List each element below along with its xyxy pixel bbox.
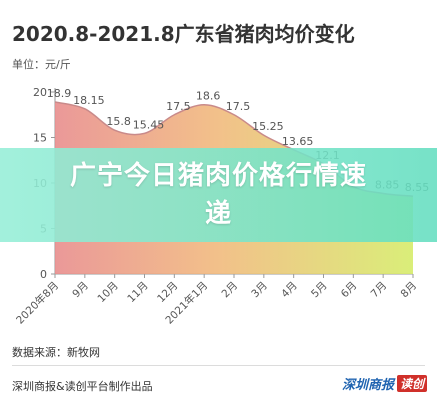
banner-text: 广宁今日猪肉价格行情速递 xyxy=(69,161,367,229)
chart-title: 2020.8-2021.8广东省猪肉均价变化 xyxy=(12,22,355,46)
headline-banner: 广宁今日猪肉价格行情速递 xyxy=(0,148,437,242)
credit-line: 深圳商报&读创平台制作出品 xyxy=(12,380,153,393)
y-tick-label: 15 xyxy=(33,132,47,145)
x-tick-label: 4月 xyxy=(279,280,300,301)
x-tick-label: 11月 xyxy=(125,280,150,305)
divider xyxy=(12,365,425,366)
unit-label: 单位：元/斤 xyxy=(12,58,71,71)
logo-text: 深圳商报 xyxy=(341,377,394,393)
x-tick-label: 7月 xyxy=(369,280,390,301)
data-label: 17.5 xyxy=(166,100,191,113)
x-tick-label: 2月 xyxy=(219,280,240,301)
y-tick-label: 0 xyxy=(40,268,47,281)
x-tick-label: 3月 xyxy=(249,280,270,301)
x-tick-label: 10月 xyxy=(95,280,120,305)
data-label: 17.5 xyxy=(226,100,251,113)
data-label: 18.15 xyxy=(73,94,105,107)
data-label: 18.9 xyxy=(47,87,72,100)
x-tick-label: 12月 xyxy=(155,280,180,305)
data-source: 数据来源：新牧网 xyxy=(12,346,100,359)
x-tick-label: 9月 xyxy=(70,280,91,301)
data-label: 15.45 xyxy=(133,118,165,131)
x-tick-label: 5月 xyxy=(309,280,330,301)
x-tick-label: 8月 xyxy=(398,280,419,301)
publisher-logo: 深圳商报 读创 xyxy=(327,372,427,394)
x-tick-label: 6月 xyxy=(339,280,360,301)
data-label: 15.8 xyxy=(106,115,131,128)
data-label: 13.65 xyxy=(282,135,314,148)
data-label: 15.25 xyxy=(252,120,284,133)
data-label: 18.6 xyxy=(196,90,221,103)
logo-badge: 读创 xyxy=(396,374,427,392)
x-tick-label: 2020年8月 xyxy=(13,279,61,327)
y-tick-label: 20 xyxy=(33,86,47,99)
